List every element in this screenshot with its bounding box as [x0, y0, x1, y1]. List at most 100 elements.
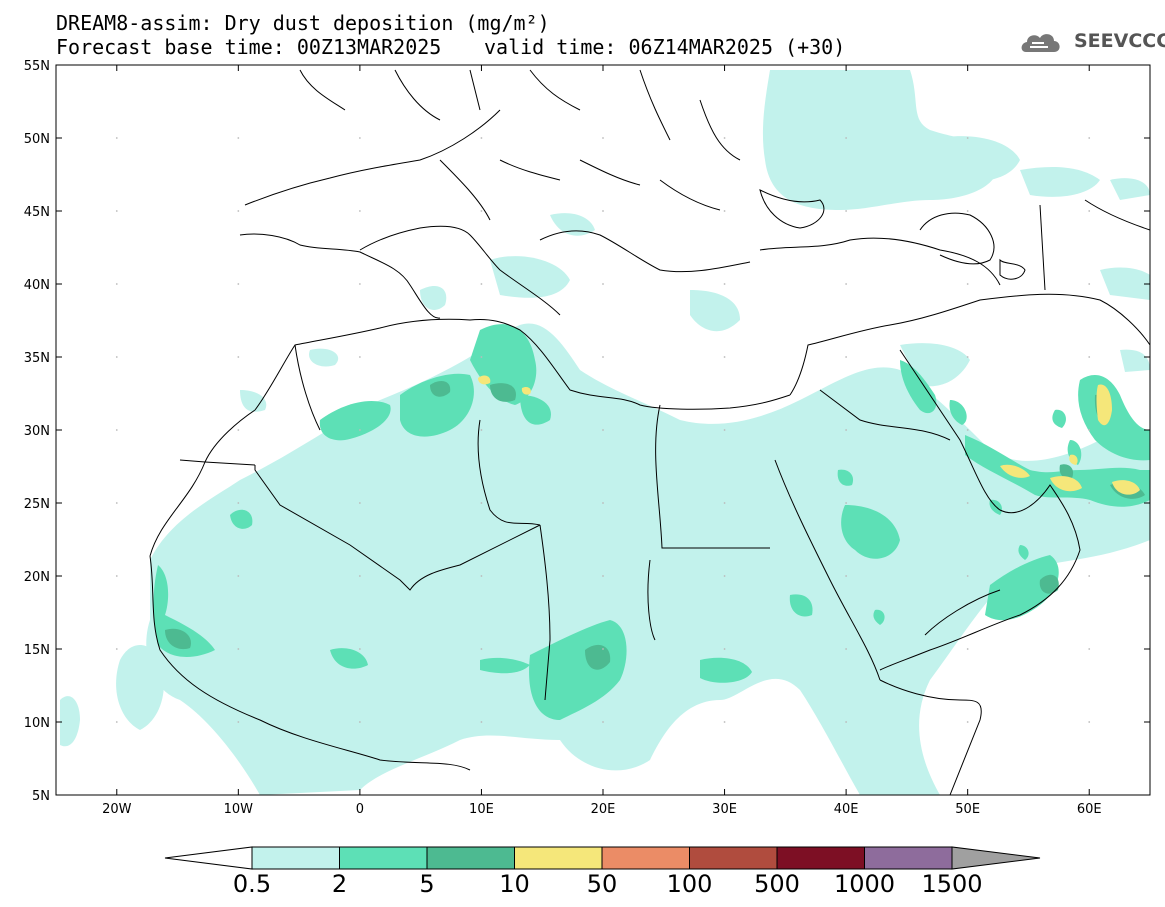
grid-dot: [602, 575, 604, 577]
grid-dot: [845, 137, 848, 139]
grid-dot: [1088, 210, 1091, 212]
grid-dot: [1088, 283, 1091, 285]
forecast-base-time: Forecast base time: 00Z13MAR2025: [56, 35, 442, 59]
lat-label: 30N: [24, 424, 50, 439]
grid-dot: [602, 721, 604, 723]
colorbar-segment: [339, 846, 428, 870]
grid-dot: [845, 648, 848, 650]
grid-dot: [723, 502, 726, 504]
colorbar-under-triangle: [164, 846, 253, 870]
grid-dot: [115, 721, 118, 723]
colorbar-label: 10: [499, 870, 530, 898]
grid-dot: [115, 210, 118, 212]
grid-dot: [480, 648, 483, 650]
colorbar-label: 5: [419, 870, 435, 898]
grid-dot: [237, 575, 240, 577]
grid-dot: [723, 648, 726, 650]
grid-dot: [966, 210, 969, 212]
grid-dot: [1088, 648, 1091, 650]
coastlines: [149, 69, 1150, 795]
grid-dot: [966, 721, 969, 723]
grid-dot: [602, 283, 604, 285]
grid-dot: [845, 721, 848, 723]
grid-dot: [237, 210, 240, 212]
grid-dot: [480, 721, 483, 723]
grid-dot: [358, 210, 361, 212]
lon-label: 10W: [224, 802, 254, 817]
colorbar: [164, 846, 1041, 870]
colorbar-label: 500: [754, 870, 800, 898]
grid-dot: [1088, 502, 1091, 504]
colorbar-label: 1000: [833, 870, 896, 898]
grid-dot: [115, 356, 118, 358]
lon-label: 20E: [591, 802, 616, 817]
lat-label: 15N: [24, 643, 50, 658]
grid-dot: [115, 502, 118, 504]
grid-dot: [358, 429, 361, 431]
grid-dot: [723, 356, 726, 358]
grid-dot: [115, 575, 118, 577]
grid-dot: [115, 648, 118, 650]
colorbar-segment: [689, 846, 778, 870]
grid-dot: [237, 356, 240, 358]
colorbar-segment: [426, 846, 515, 870]
grid-dot: [966, 356, 969, 358]
grid-dot: [602, 356, 604, 358]
lon-tick-labels: 20W 10W 0 10E 20E 30E 40E 50E 60E: [102, 65, 1102, 817]
grid-dot: [115, 429, 118, 431]
lat-label: 5N: [32, 789, 50, 804]
lon-label: 40E: [834, 802, 859, 817]
grid-dot: [966, 575, 969, 577]
grid-dot: [723, 283, 726, 285]
grid-dot: [602, 137, 604, 139]
grid-dot: [966, 502, 969, 504]
dust-field: [60, 69, 1150, 795]
lat-label: 35N: [24, 351, 50, 366]
grid-dot: [480, 356, 483, 358]
grid-dot: [966, 648, 969, 650]
grid-dot: [237, 721, 240, 723]
colorbar-segment: [776, 846, 865, 870]
grid-dot: [723, 721, 726, 723]
grid-dot: [237, 429, 240, 431]
grid-dot: [237, 502, 240, 504]
colorbar-label: 50: [586, 870, 618, 898]
lon-label: 0: [356, 802, 364, 817]
grid-dot: [358, 283, 361, 285]
lon-label: 20W: [102, 802, 132, 817]
grid-dot: [358, 721, 361, 723]
grid-dot: [115, 283, 118, 285]
grid-dot: [358, 356, 361, 358]
grid-dot: [845, 575, 848, 577]
grid-dot: [602, 210, 604, 212]
grid-dot: [237, 648, 240, 650]
colorbar-label: 100: [666, 870, 713, 898]
grid-dot: [480, 429, 483, 431]
colorbar-segment: [514, 846, 603, 870]
grid-dot: [602, 648, 604, 650]
grid-dot: [845, 283, 848, 285]
map-title: DREAM8-assim: Dry dust deposition (mg/m²…: [56, 11, 550, 35]
lat-label: 10N: [24, 716, 50, 731]
grid-dot: [358, 137, 361, 139]
colorbar-segment: [601, 846, 690, 870]
grid-dot: [602, 429, 604, 431]
grid-dot: [723, 210, 726, 212]
grid-dot: [602, 502, 604, 504]
lat-label: 20N: [24, 570, 50, 585]
cloud-logo-icon: [1021, 34, 1060, 52]
logo-text: SEEVCCC: [1074, 30, 1165, 52]
lat-label: 45N: [24, 205, 50, 220]
grid-dot: [1088, 575, 1091, 577]
grid-dot: [358, 648, 361, 650]
grid-dot: [480, 575, 483, 577]
lat-tick-labels: 55N 50N 45N 40N 35N 30N 25N 20N 15N 10N 5N: [24, 59, 1150, 804]
grid-dot: [1088, 721, 1091, 723]
lon-label: 60E: [1077, 802, 1102, 817]
grid-dot: [845, 429, 848, 431]
grid-dot: [1088, 356, 1091, 358]
grid-dot: [845, 502, 848, 504]
lat-label: 25N: [24, 497, 50, 512]
lat-label: 55N: [24, 59, 50, 74]
lat-label: 50N: [24, 132, 50, 147]
